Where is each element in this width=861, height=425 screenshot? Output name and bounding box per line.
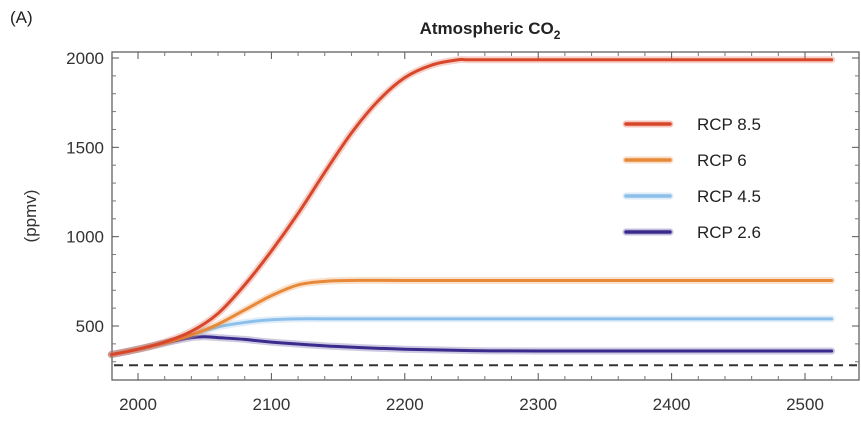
panel-label: (A) bbox=[10, 8, 33, 27]
y-tick-label: 500 bbox=[76, 317, 104, 336]
x-tick-label: 2000 bbox=[119, 395, 157, 414]
axis-ticks: 2000 2100 2200 2300 2400 2500 500 1000 1500 2000 bbox=[66, 49, 859, 414]
x-tick-label: 2300 bbox=[519, 395, 557, 414]
series-lines bbox=[107, 55, 836, 359]
legend: RCP 8.5 RCP 6 RCP 4.5 RCP 2.6 bbox=[622, 115, 761, 242]
x-tick-label: 2100 bbox=[252, 395, 290, 414]
x-tick-label: 2400 bbox=[653, 395, 691, 414]
plot-frame bbox=[111, 51, 860, 381]
legend-label-rcp-6: RCP 6 bbox=[697, 151, 747, 170]
y-axis-label: (ppmv) bbox=[21, 190, 40, 243]
x-tick-label: 2200 bbox=[386, 395, 424, 414]
series-line-rcp-8-5 bbox=[109, 57, 834, 357]
x-tick-label: 2500 bbox=[786, 395, 824, 414]
chart-title: Atmospheric CO2 bbox=[420, 19, 561, 42]
legend-label-rcp-8-5: RCP 8.5 bbox=[697, 115, 761, 134]
legend-label-rcp-4-5: RCP 4.5 bbox=[697, 187, 761, 206]
legend-label-rcp-2-6: RCP 2.6 bbox=[697, 223, 761, 242]
y-tick-label: 2000 bbox=[66, 49, 104, 68]
chart-title-subscript: 2 bbox=[554, 28, 561, 42]
chart-title-main: Atmospheric CO bbox=[420, 19, 554, 38]
y-tick-label: 1500 bbox=[66, 138, 104, 157]
y-tick-label: 1000 bbox=[66, 228, 104, 247]
